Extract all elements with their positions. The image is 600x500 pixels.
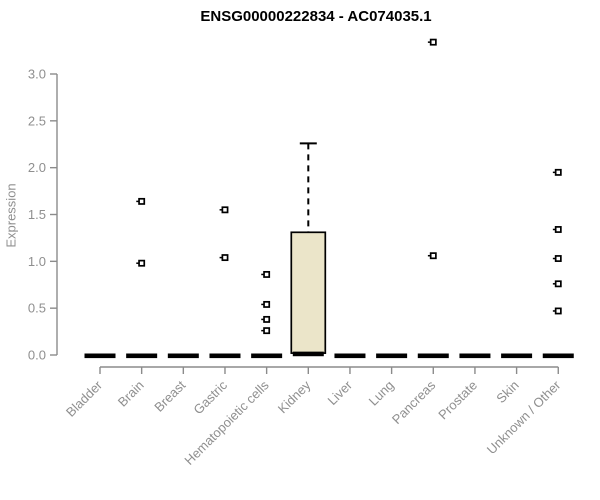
y-tick-label: 2.0 — [28, 160, 46, 175]
y-tick-label: 3.0 — [28, 67, 46, 82]
outlier-point — [221, 206, 229, 214]
outlier-point — [263, 315, 271, 323]
x-tick-label: Kidney — [275, 377, 314, 416]
outlier-point — [263, 300, 271, 308]
x-tick-label: Prostate — [435, 378, 480, 423]
outlier-point — [429, 252, 437, 260]
outlier-point — [263, 327, 271, 335]
outlier-point — [221, 254, 229, 262]
y-tick-label: 0.5 — [28, 301, 46, 316]
median-bar — [542, 353, 574, 359]
median-bar — [334, 353, 366, 359]
y-tick-label: 1.0 — [28, 254, 46, 269]
outlier-point — [263, 270, 271, 278]
x-tick-label: Unknown / Other — [484, 377, 564, 457]
chart-title: ENSG00000222834 - AC074035.1 — [200, 8, 432, 25]
median-bar — [417, 353, 449, 359]
median-bar — [251, 353, 283, 359]
outlier-point — [138, 259, 146, 267]
median-bar — [84, 353, 116, 359]
x-tick-label: Pancreas — [389, 377, 439, 427]
x-tick-label: Gastric — [190, 377, 230, 417]
median-bar — [501, 353, 533, 359]
outlier-point — [429, 38, 437, 46]
outlier-point — [554, 226, 562, 233]
median-bar — [167, 353, 199, 359]
outlier-point — [554, 168, 562, 176]
x-tick-label: Bladder — [63, 377, 106, 420]
x-tick-label: Skin — [493, 378, 521, 406]
y-tick-label: 1.5 — [28, 207, 46, 222]
x-tick-label: Breast — [151, 377, 188, 414]
x-tick-label: Lung — [366, 378, 397, 409]
y-tick-label: 0.0 — [28, 348, 46, 363]
x-tick-label: Liver — [325, 377, 356, 408]
x-tick-label: Brain — [115, 378, 147, 410]
outlier-point — [554, 255, 562, 262]
outlier-point — [138, 197, 146, 205]
median-bar — [126, 353, 158, 359]
median-bar — [376, 353, 408, 359]
y-tick-label: 2.5 — [28, 113, 46, 128]
median-bar — [209, 353, 241, 359]
outlier-point — [554, 307, 562, 315]
outlier-point — [554, 280, 562, 288]
median-bar — [292, 351, 324, 357]
box — [290, 231, 327, 354]
median-bar — [459, 353, 491, 359]
